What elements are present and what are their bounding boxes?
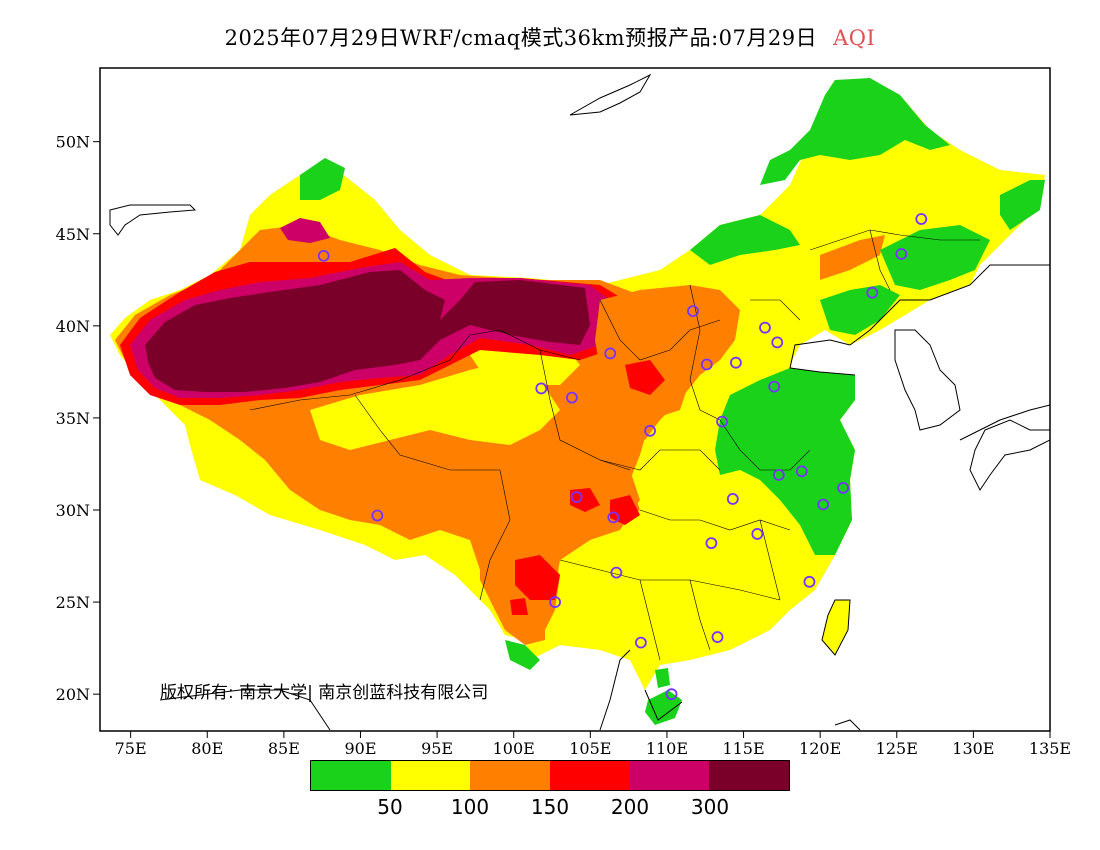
legend-swatch-unhealthy	[550, 761, 630, 790]
station-marker	[665, 688, 678, 701]
x-tick-label: 100E	[493, 739, 535, 758]
x-tick-label: 90E	[344, 739, 376, 758]
x-tick-label: 80E	[191, 739, 223, 758]
station-marker	[759, 321, 771, 334]
station-marker	[716, 415, 728, 428]
x-axis: 75E 80E 85E 90E 95E 100E 105E 110E 115E 120E 125E 1…	[115, 731, 1071, 758]
region-unhealthy-spot	[515, 555, 560, 600]
region-very-unhealthy-spot	[280, 218, 330, 243]
y-tick-label: 20N	[56, 685, 90, 704]
station-marker	[915, 213, 928, 225]
station-marker	[371, 509, 384, 522]
region-good-liaoning	[820, 285, 900, 335]
y-tick-label: 50N	[56, 133, 90, 152]
region-moderate-taiwan	[822, 600, 850, 655]
station-marker	[751, 528, 764, 540]
title-main: 2025年07月29日WRF/cmaq模式36km预报产品:07月29日	[224, 26, 818, 50]
region-hazardous	[145, 270, 590, 392]
region-sensitive-north	[820, 235, 885, 280]
x-tick-label: 85E	[268, 739, 300, 758]
station-marker	[768, 380, 781, 393]
aqi-legend	[310, 760, 790, 791]
region-good-spot	[655, 668, 670, 688]
region-sensitive-east	[595, 285, 740, 440]
station-marker	[795, 465, 808, 478]
station-marker	[570, 491, 583, 504]
region-good-spot	[505, 640, 540, 670]
region-good-northeast	[880, 225, 990, 290]
region-good-northeast	[1000, 180, 1045, 230]
station-marker	[687, 305, 699, 318]
legend-label: 100	[450, 795, 490, 819]
station-marker	[817, 498, 830, 511]
copyright-credit: 版权所有: 南京大学| 南京创蓝科技有限公司	[160, 683, 488, 703]
region-unhealthy-spot	[510, 598, 528, 615]
x-tick-label: 105E	[569, 739, 611, 758]
title-variable: AQI	[833, 26, 876, 50]
x-tick-label: 130E	[952, 739, 994, 758]
y-tick-label: 35N	[56, 409, 90, 428]
legend-label: 150	[530, 795, 570, 819]
map-body	[109, 73, 1050, 731]
y-axis: 50N 45N 40N 35N 30N 25N 20N	[56, 133, 100, 704]
station-marker	[772, 469, 785, 481]
station-marker	[803, 575, 816, 588]
map-title: 2025年07月29日WRF/cmaq模式36km预报产品:07月29日 AQI	[0, 22, 1100, 52]
station-marker	[837, 481, 850, 494]
region-unhealthy-spot	[570, 488, 600, 512]
station-marker	[771, 336, 784, 349]
x-tick-label: 135E	[1029, 739, 1071, 758]
station-marker	[317, 249, 330, 262]
station-marker	[566, 391, 578, 404]
station-marker	[610, 566, 623, 579]
y-tick-label: 30N	[56, 501, 90, 520]
y-tick-label: 45N	[56, 225, 90, 244]
legend-label: 200	[610, 795, 650, 819]
station-marker	[634, 636, 647, 649]
x-tick-label: 95E	[421, 739, 453, 758]
x-tick-label: 120E	[799, 739, 841, 758]
station-marker	[705, 537, 718, 550]
station-marker	[604, 347, 617, 360]
y-tick-label: 25N	[56, 593, 90, 612]
legend-swatch-good	[311, 761, 391, 790]
x-tick-label: 125E	[876, 739, 918, 758]
station-marker	[711, 631, 724, 643]
region-unhealthy-spot	[625, 360, 665, 395]
x-tick-label: 110E	[646, 739, 688, 758]
station-marker	[866, 286, 879, 299]
legend-label: 50	[377, 795, 403, 819]
x-tick-label: 115E	[722, 739, 764, 758]
legend-swatch-hazardous	[709, 761, 790, 790]
region-good-west	[300, 158, 345, 200]
y-tick-label: 40N	[56, 317, 90, 336]
legend-label: 300	[690, 795, 730, 819]
legend-swatch-unhealthy-sensitive	[470, 761, 551, 790]
station-markers	[317, 213, 928, 701]
legend-swatch-very-unhealthy	[629, 761, 710, 790]
station-marker	[729, 356, 742, 369]
region-good-northeast	[690, 215, 800, 265]
station-marker	[607, 511, 620, 524]
region-moderate-patch	[310, 360, 560, 450]
station-marker	[895, 248, 908, 260]
x-tick-label: 75E	[115, 739, 147, 758]
legend-labels: 50 100 150 200 300	[310, 795, 790, 819]
legend-swatch-moderate	[390, 761, 471, 790]
map-frame	[99, 67, 1051, 732]
station-marker	[700, 358, 713, 371]
station-marker	[535, 382, 548, 395]
coastlines	[109, 73, 1050, 731]
station-marker	[726, 493, 739, 505]
station-marker	[644, 424, 656, 437]
station-marker	[549, 596, 561, 608]
region-good-northeast	[760, 78, 950, 185]
